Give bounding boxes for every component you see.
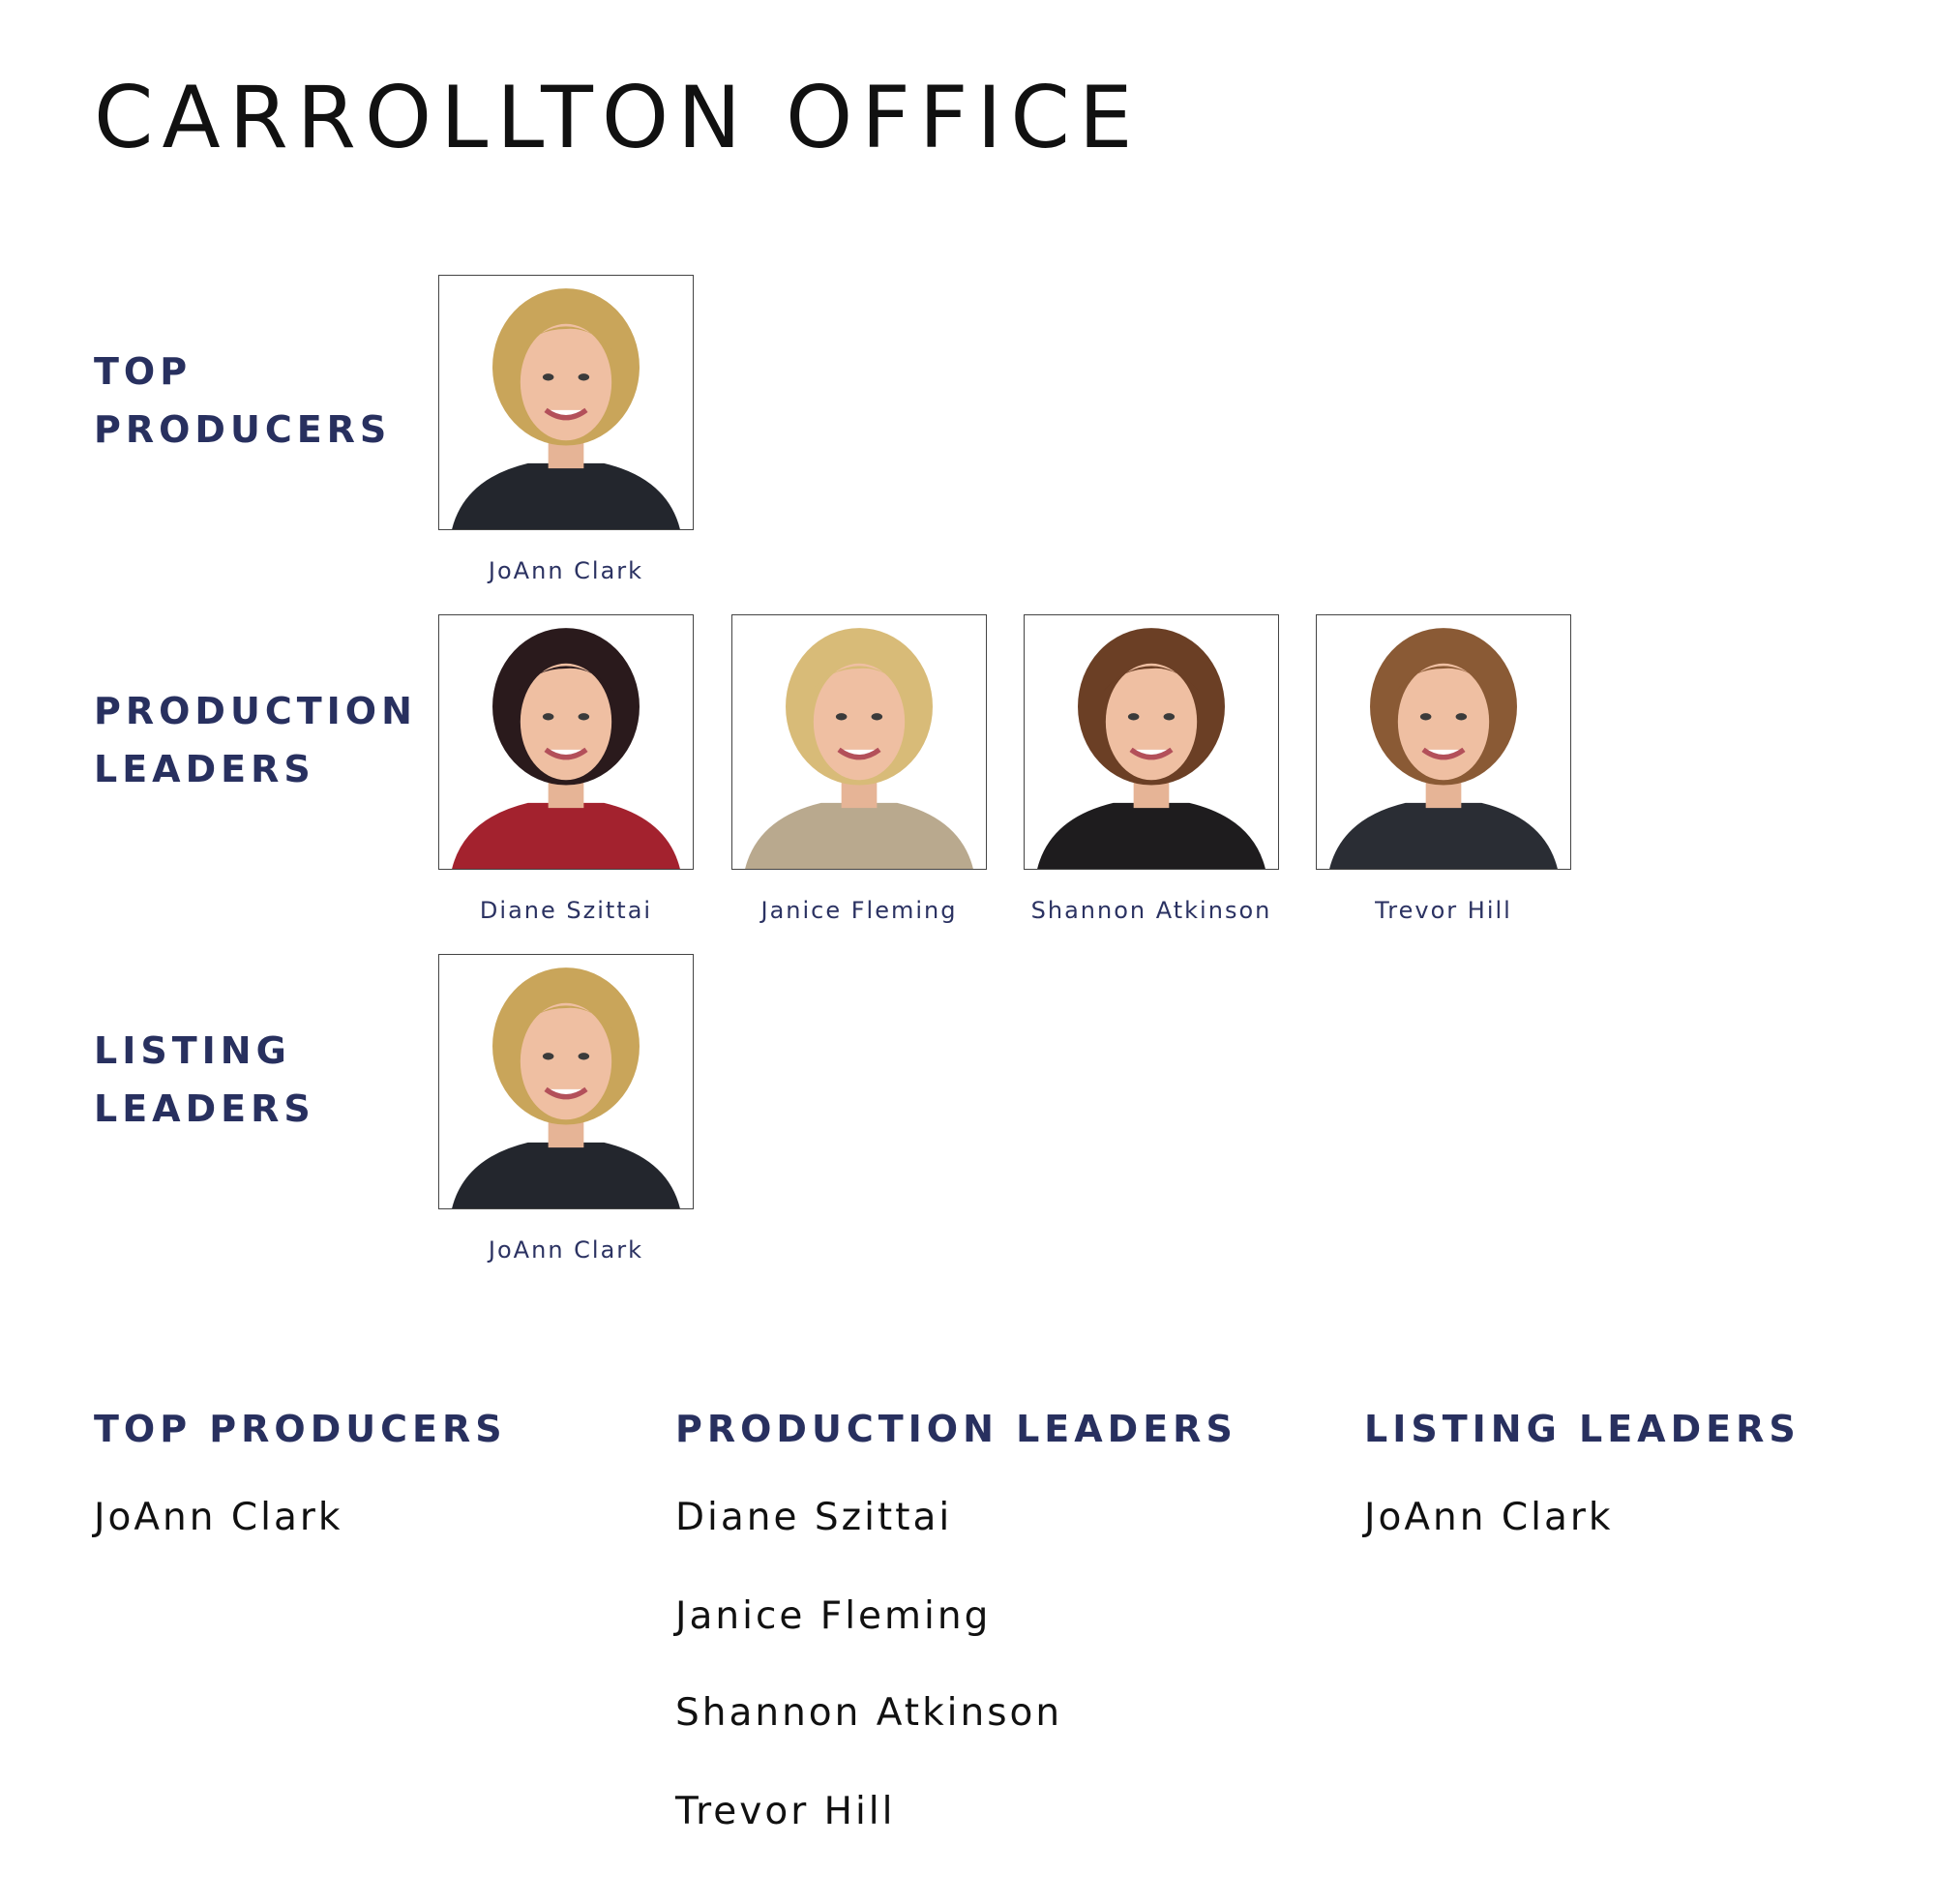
- agent-photo[interactable]: [438, 614, 694, 870]
- agent-name-caption[interactable]: Shannon Atkinson: [1030, 897, 1272, 924]
- portrait-image: [452, 288, 680, 529]
- summary-name[interactable]: Shannon Atkinson: [675, 1691, 1063, 1735]
- section-label-line2: LEADERS: [94, 748, 315, 790]
- section-label: TOP PRODUCERS: [94, 342, 391, 459]
- section-label: LISTING LEADERS: [94, 1022, 315, 1138]
- portrait-image: [745, 628, 973, 869]
- summary-name[interactable]: Janice Fleming: [675, 1594, 992, 1638]
- summary-heading: LISTING LEADERS: [1364, 1408, 1801, 1450]
- portrait-image: [452, 628, 680, 869]
- agent-photo[interactable]: [438, 275, 694, 530]
- portrait-image: [452, 967, 680, 1208]
- agent-photo[interactable]: [1024, 614, 1279, 870]
- page-title: CARROLLTON OFFICE: [94, 68, 1142, 167]
- agent-photo[interactable]: [438, 954, 694, 1209]
- agent-name-caption[interactable]: JoAnn Clark: [488, 1236, 644, 1264]
- summary-name[interactable]: JoAnn Clark: [1364, 1496, 1614, 1539]
- agent-name-caption[interactable]: Diane Szittai: [479, 897, 653, 924]
- summary-name[interactable]: Trevor Hill: [675, 1790, 896, 1833]
- agent-photo[interactable]: [1316, 614, 1571, 870]
- agent-name-caption[interactable]: Janice Fleming: [760, 897, 958, 924]
- section-label-line1: LISTING: [94, 1029, 291, 1072]
- agent-name-caption[interactable]: Trevor Hill: [1375, 897, 1512, 924]
- agent-photo[interactable]: [731, 614, 987, 870]
- section-label-line1: TOP: [94, 350, 193, 393]
- agent-name-caption[interactable]: JoAnn Clark: [488, 557, 644, 584]
- section-label-line2: LEADERS: [94, 1087, 315, 1130]
- summary-heading: PRODUCTION LEADERS: [675, 1408, 1237, 1450]
- section-label-line1: PRODUCTION: [94, 690, 417, 732]
- section-label: PRODUCTION LEADERS: [94, 682, 417, 798]
- summary-heading: TOP PRODUCERS: [94, 1408, 507, 1450]
- section-label-line2: PRODUCERS: [94, 408, 392, 451]
- portrait-image: [1037, 628, 1265, 869]
- portrait-image: [1329, 628, 1558, 869]
- summary-name[interactable]: JoAnn Clark: [94, 1496, 343, 1539]
- summary-name[interactable]: Diane Szittai: [675, 1496, 953, 1539]
